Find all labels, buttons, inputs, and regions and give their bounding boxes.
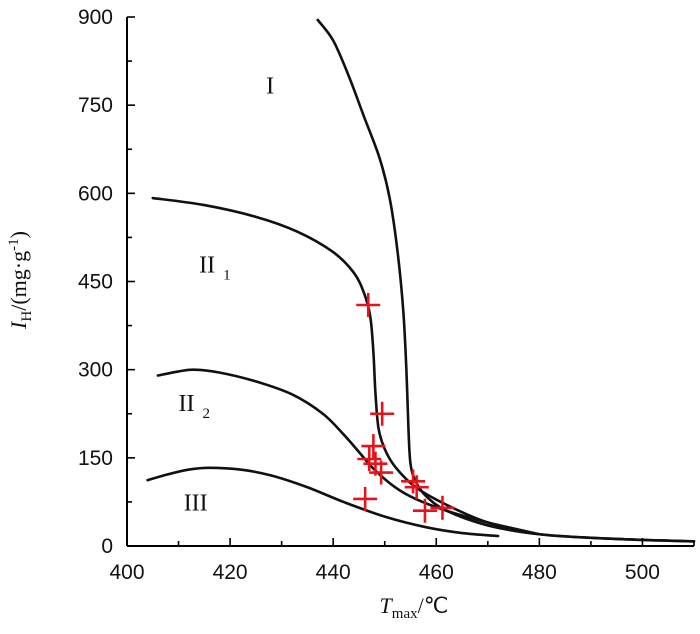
region-label-1: I <box>266 73 274 99</box>
y-tick-label: 750 <box>78 94 113 117</box>
y-tick-label: 150 <box>78 447 113 470</box>
x-tick-label: 480 <box>522 561 557 584</box>
region-label-2: II 1 <box>199 253 230 284</box>
data-marker <box>430 495 455 520</box>
y-tick-label: 900 <box>78 6 113 29</box>
region-label-main: II <box>199 253 215 279</box>
data-marker <box>401 469 426 494</box>
curve-1 <box>316 18 696 543</box>
region-label-4: III <box>184 491 208 517</box>
data-marker <box>412 498 437 523</box>
data-marker <box>370 401 395 426</box>
y-axis-title: IH/(mg·g-1) <box>6 231 35 330</box>
x-tick-label: 440 <box>316 561 351 584</box>
ticks: 400 420 440 460 480 500 0 150 300 450 600 750 900 <box>78 6 695 584</box>
data-marker <box>357 447 382 472</box>
region-label-main: I <box>266 73 274 99</box>
region-label-sub: 1 <box>223 268 231 284</box>
curve-3 <box>156 368 541 536</box>
x-tick-label: 420 <box>213 561 248 584</box>
y-axis-title-main: I <box>6 320 31 330</box>
data-marker <box>356 293 381 318</box>
data-marker <box>353 486 378 511</box>
curve-4 <box>146 466 500 538</box>
x-tick-label: 500 <box>625 561 660 584</box>
region-label-main: III <box>184 491 208 517</box>
region-label-sub: 2 <box>203 406 211 422</box>
region-label-main: II <box>179 391 195 417</box>
x-axis-title-sub: max <box>392 606 418 622</box>
curve-2 <box>151 196 696 543</box>
y-axis-title-close: ) <box>6 231 31 238</box>
y-axis-title-unit: /(mg·g <box>6 251 31 311</box>
y-axis-title-sub: H <box>19 311 35 322</box>
x-axis-title: Tmax/℃ <box>380 593 449 622</box>
region-label-3: II 2 <box>179 391 210 422</box>
y-tick-label: 450 <box>78 271 113 294</box>
x-axis-title-unit: /℃ <box>418 593 449 618</box>
data-marker <box>404 475 429 500</box>
y-tick-label: 600 <box>78 182 113 205</box>
y-tick-label: 0 <box>101 535 113 558</box>
data-marker <box>369 460 394 485</box>
y-tick-label: 300 <box>78 359 113 382</box>
data-marker <box>361 434 386 459</box>
y-axis-title-sup: -1 <box>6 238 22 251</box>
x-tick-label: 400 <box>109 561 144 584</box>
x-axis-title-main: T <box>380 593 394 618</box>
x-tick-label: 460 <box>419 561 454 584</box>
